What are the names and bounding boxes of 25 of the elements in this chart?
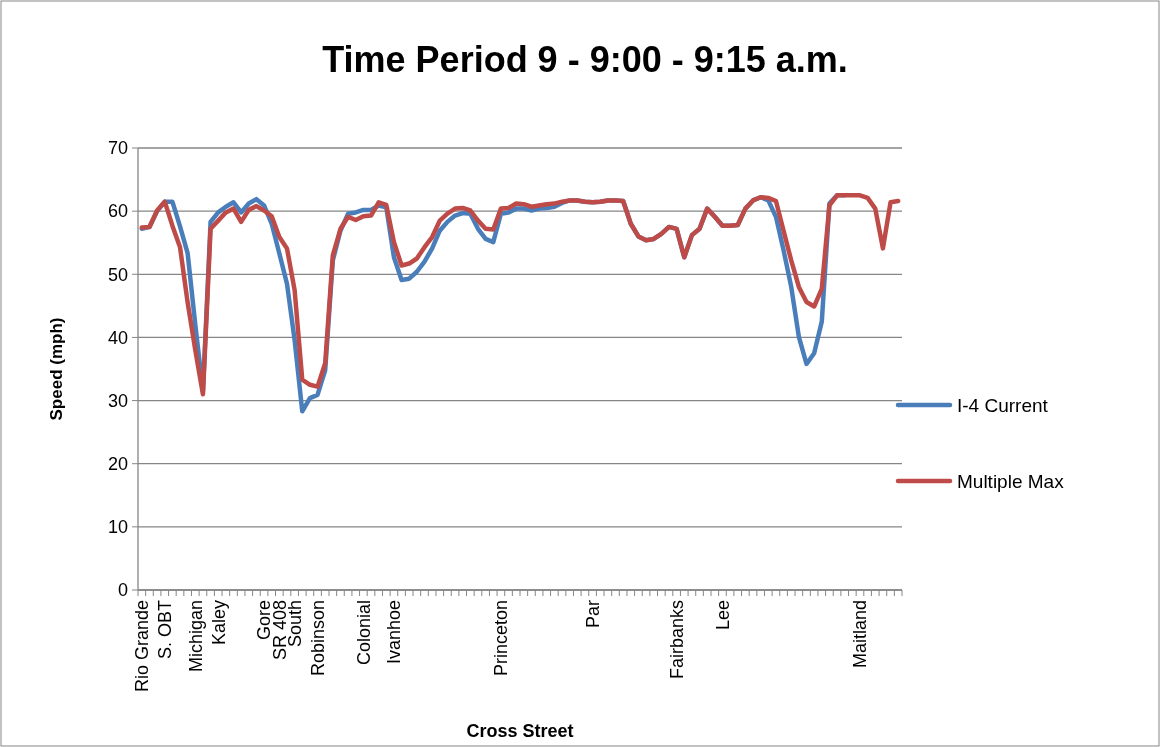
legend-label: Multiple Max <box>957 470 1065 492</box>
y-tick-label: 60 <box>107 201 128 222</box>
x-axis-title: Cross Street <box>466 721 574 741</box>
y-tick-label: 0 <box>117 580 128 601</box>
x-tick-label: Robinson <box>307 600 328 677</box>
legend-label: I-4 Current <box>957 394 1049 416</box>
x-tick-label: Par <box>582 600 603 629</box>
x-tick-label: Fairbanks <box>666 600 687 680</box>
y-axis-title: Speed (mph) <box>47 317 66 421</box>
x-tick-label: Ivanhoe <box>384 600 405 665</box>
y-tick-label: 20 <box>107 454 128 475</box>
x-tick-label: Princeton <box>491 600 512 677</box>
chart-title: Time Period 9 - 9:00 - 9:15 a.m. <box>322 39 848 80</box>
x-tick-label: Rio Grande <box>132 600 153 693</box>
x-tick-label: Lee <box>712 600 733 631</box>
y-tick-label: 50 <box>107 264 128 285</box>
x-tick-label: Kaley <box>208 600 229 646</box>
y-tick-label: 30 <box>107 390 128 411</box>
y-tick-label: 10 <box>107 517 128 538</box>
x-tick-label: Colonial <box>353 600 374 666</box>
y-tick-label: 40 <box>107 327 128 348</box>
x-tick-label: Maitland <box>850 600 871 669</box>
x-tick-label: Michigan <box>185 600 206 673</box>
x-tick-label: S. OBT <box>155 600 176 660</box>
y-tick-label: 70 <box>107 138 128 159</box>
